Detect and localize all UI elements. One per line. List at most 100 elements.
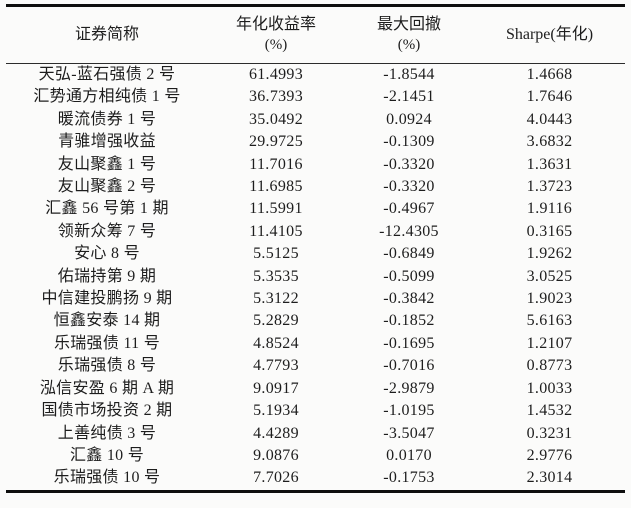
sharpe-cell: 1.4668 [526, 66, 573, 83]
annual-return-cell: 5.3535 [253, 267, 299, 285]
table-row: 青骓增强收益 29.9725 -0.1309 3.6832 [6, 131, 625, 153]
annual-return-cell: 5.5125 [253, 245, 299, 263]
table-row: 泓信安盈 6 期 A 期 9.0917 -2.9879 1.0033 [6, 378, 625, 400]
annual-return-cell: 11.7016 [249, 155, 303, 173]
annual-return-cell: 11.4105 [249, 222, 303, 240]
security-name-cell: 友山聚鑫 2 号 [57, 178, 157, 196]
max-drawdown-cell: -0.1753 [383, 469, 435, 487]
annual-return-cell: 11.6985 [249, 178, 303, 196]
max-drawdown-cell: -3.5047 [383, 424, 435, 442]
max-drawdown-cell: -0.1309 [383, 133, 435, 151]
column-header-annual-return: 年化收益率 (%) [208, 5, 344, 64]
sharpe-cell: 1.9023 [526, 290, 573, 308]
max-drawdown-cell: -0.3320 [383, 155, 435, 173]
max-drawdown-cell: -12.4305 [379, 222, 439, 240]
max-drawdown-cell: -0.4967 [383, 200, 435, 218]
table-row: 上善纯债 3 号 4.4289 -3.5047 0.3231 [6, 423, 625, 445]
security-name-cell: 乐瑞强债 11 号 [53, 334, 161, 352]
table-row: 乐瑞强债 11 号 4.8524 -0.1695 1.2107 [6, 333, 625, 355]
column-header-label: 最大回撤 [376, 15, 441, 33]
max-drawdown-cell: -0.7016 [383, 357, 435, 375]
column-header-unit: (%) [264, 36, 288, 53]
sharpe-cell: 5.6163 [526, 312, 573, 330]
sharpe-cell: 2.3014 [526, 469, 573, 487]
column-header-label: 证券简称 [74, 25, 139, 43]
security-name-cell: 上善纯债 3 号 [57, 424, 157, 442]
security-name-cell: 恒鑫安泰 14 期 [53, 312, 161, 330]
column-header-security-name: 证券简称 [6, 5, 208, 64]
security-name-cell: 天弘-蓝石强债 2 号 [38, 66, 176, 83]
table-row: 汇鑫 10 号 9.0876 0.0170 2.9776 [6, 445, 625, 467]
sharpe-cell: 0.3165 [526, 222, 573, 240]
sharpe-cell: 2.9776 [526, 446, 573, 464]
annual-return-cell: 4.4289 [253, 424, 299, 442]
max-drawdown-cell: -0.5099 [383, 267, 435, 285]
annual-return-cell: 5.3122 [253, 290, 299, 308]
max-drawdown-cell: -0.3842 [383, 290, 435, 308]
column-header-sharpe: Sharpe(年化) [474, 5, 625, 64]
table-row: 友山聚鑫 2 号 11.6985 -0.3320 1.3723 [6, 176, 625, 198]
table-row: 天弘-蓝石强债 2 号 61.4993 -1.8544 1.4668 [6, 64, 625, 87]
max-drawdown-cell: 0.0924 [386, 110, 432, 128]
security-name-cell: 汇势通方相纯债 1 号 [33, 88, 181, 106]
sharpe-cell: 1.4532 [526, 402, 573, 420]
security-name-cell: 乐瑞强债 10 号 [53, 469, 161, 487]
sharpe-cell: 1.0033 [526, 379, 573, 397]
security-name-cell: 青骓增强收益 [58, 133, 156, 151]
sharpe-cell: 3.6832 [526, 133, 573, 151]
sharpe-cell: 0.3231 [526, 424, 573, 442]
fund-performance-table: 证券简称 年化收益率 (%) 最大回撤 (%) Sharpe(年化) 天弘-蓝石… [6, 4, 625, 493]
security-name-cell: 安心 8 号 [74, 245, 140, 263]
annual-return-cell: 5.1934 [253, 402, 299, 420]
column-header-label: Sharpe(年化) [505, 25, 594, 43]
column-header-max-drawdown: 最大回撤 (%) [344, 5, 474, 64]
annual-return-cell: 35.0492 [248, 110, 304, 128]
sharpe-cell: 1.9116 [526, 200, 573, 218]
security-name-cell: 暖流债券 1 号 [57, 110, 157, 128]
max-drawdown-cell: -1.8544 [383, 66, 435, 83]
table-row: 佑瑞持第 9 期 5.3535 -0.5099 3.0525 [6, 266, 625, 288]
max-drawdown-cell: -0.3320 [383, 178, 435, 196]
table-body: 天弘-蓝石强债 2 号 61.4993 -1.8544 1.4668 汇势通方相纯债 1… [6, 64, 625, 492]
security-name-cell: 乐瑞强债 8 号 [57, 357, 157, 375]
table-row: 乐瑞强债 8 号 4.7793 -0.7016 0.8773 [6, 355, 625, 377]
column-header-label: 年化收益率 [235, 15, 316, 33]
table-row: 国债市场投资 2 期 5.1934 -1.0195 1.4532 [6, 400, 625, 422]
annual-return-cell: 11.5991 [249, 200, 303, 218]
table-row: 汇鑫 56 号第 1 期 11.5991 -0.4967 1.9116 [6, 198, 625, 220]
table-row: 中信建投鹏扬 9 期 5.3122 -0.3842 1.9023 [6, 288, 625, 310]
security-name-cell: 汇鑫 56 号第 1 期 [45, 200, 169, 218]
annual-return-cell: 4.8524 [253, 334, 299, 352]
sharpe-cell: 1.2107 [526, 334, 573, 352]
sharpe-cell: 1.3631 [526, 155, 573, 173]
sharpe-cell: 1.7646 [526, 88, 573, 106]
header-row: 证券简称 年化收益率 (%) 最大回撤 (%) Sharpe(年化) [6, 5, 625, 64]
max-drawdown-cell: -2.9879 [383, 379, 435, 397]
annual-return-cell: 29.9725 [248, 133, 304, 151]
max-drawdown-cell: -1.0195 [383, 402, 435, 420]
annual-return-cell: 36.7393 [248, 88, 304, 106]
table-row: 领新众筹 7 号 11.4105 -12.4305 0.3165 [6, 221, 625, 243]
table-row: 暖流债券 1 号 35.0492 0.0924 4.0443 [6, 109, 625, 131]
security-name-cell: 友山聚鑫 1 号 [57, 155, 157, 173]
security-name-cell: 中信建投鹏扬 9 期 [41, 290, 173, 308]
table-row: 安心 8 号 5.5125 -0.6849 1.9262 [6, 243, 625, 265]
security-name-cell: 泓信安盈 6 期 A 期 [39, 379, 175, 397]
annual-return-cell: 5.2829 [253, 312, 299, 330]
table-row: 恒鑫安泰 14 期 5.2829 -0.1852 5.6163 [6, 310, 625, 332]
sharpe-cell: 1.3723 [526, 178, 573, 196]
annual-return-cell: 61.4993 [248, 66, 304, 83]
security-name-cell: 佑瑞持第 9 期 [57, 267, 157, 285]
sharpe-cell: 0.8773 [526, 357, 573, 375]
sharpe-cell: 3.0525 [526, 267, 573, 285]
max-drawdown-cell: -0.1852 [383, 312, 435, 330]
column-header-unit: (%) [397, 36, 421, 53]
annual-return-cell: 4.7793 [253, 357, 299, 375]
table-row: 乐瑞强债 10 号 7.7026 -0.1753 2.3014 [6, 467, 625, 491]
annual-return-cell: 9.0917 [253, 379, 299, 397]
sharpe-cell: 4.0443 [526, 110, 573, 128]
annual-return-cell: 9.0876 [253, 446, 299, 464]
security-name-cell: 领新众筹 7 号 [57, 222, 157, 240]
max-drawdown-cell: 0.0170 [386, 446, 432, 464]
